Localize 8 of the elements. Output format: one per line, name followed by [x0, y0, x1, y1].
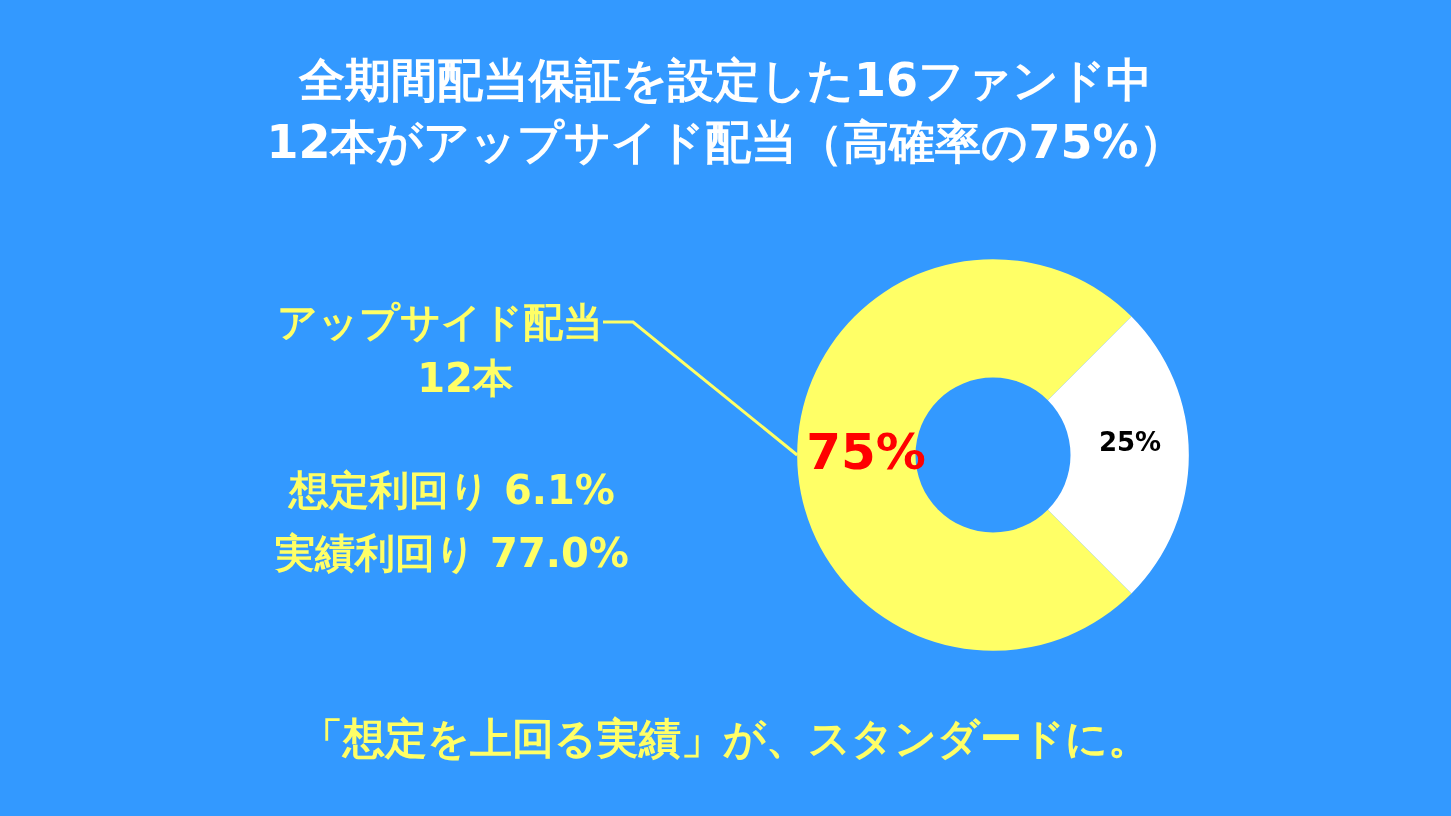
chart-subtitle: 12本がアップサイド配当（高確率の75%）	[266, 115, 1185, 169]
data-label: 25%	[1098, 427, 1162, 457]
chart-title: 全期間配当保証を設定した16ファンド中	[297, 53, 1153, 107]
text: 実績利回り 77.0%	[274, 530, 629, 576]
slice-label: アップサイド配当	[277, 299, 603, 345]
text: 12本	[417, 355, 513, 401]
text: 「想定を上回る実績」が、スタンダードに。	[300, 713, 1150, 763]
text: 想定利回り 6.1%	[287, 467, 615, 513]
